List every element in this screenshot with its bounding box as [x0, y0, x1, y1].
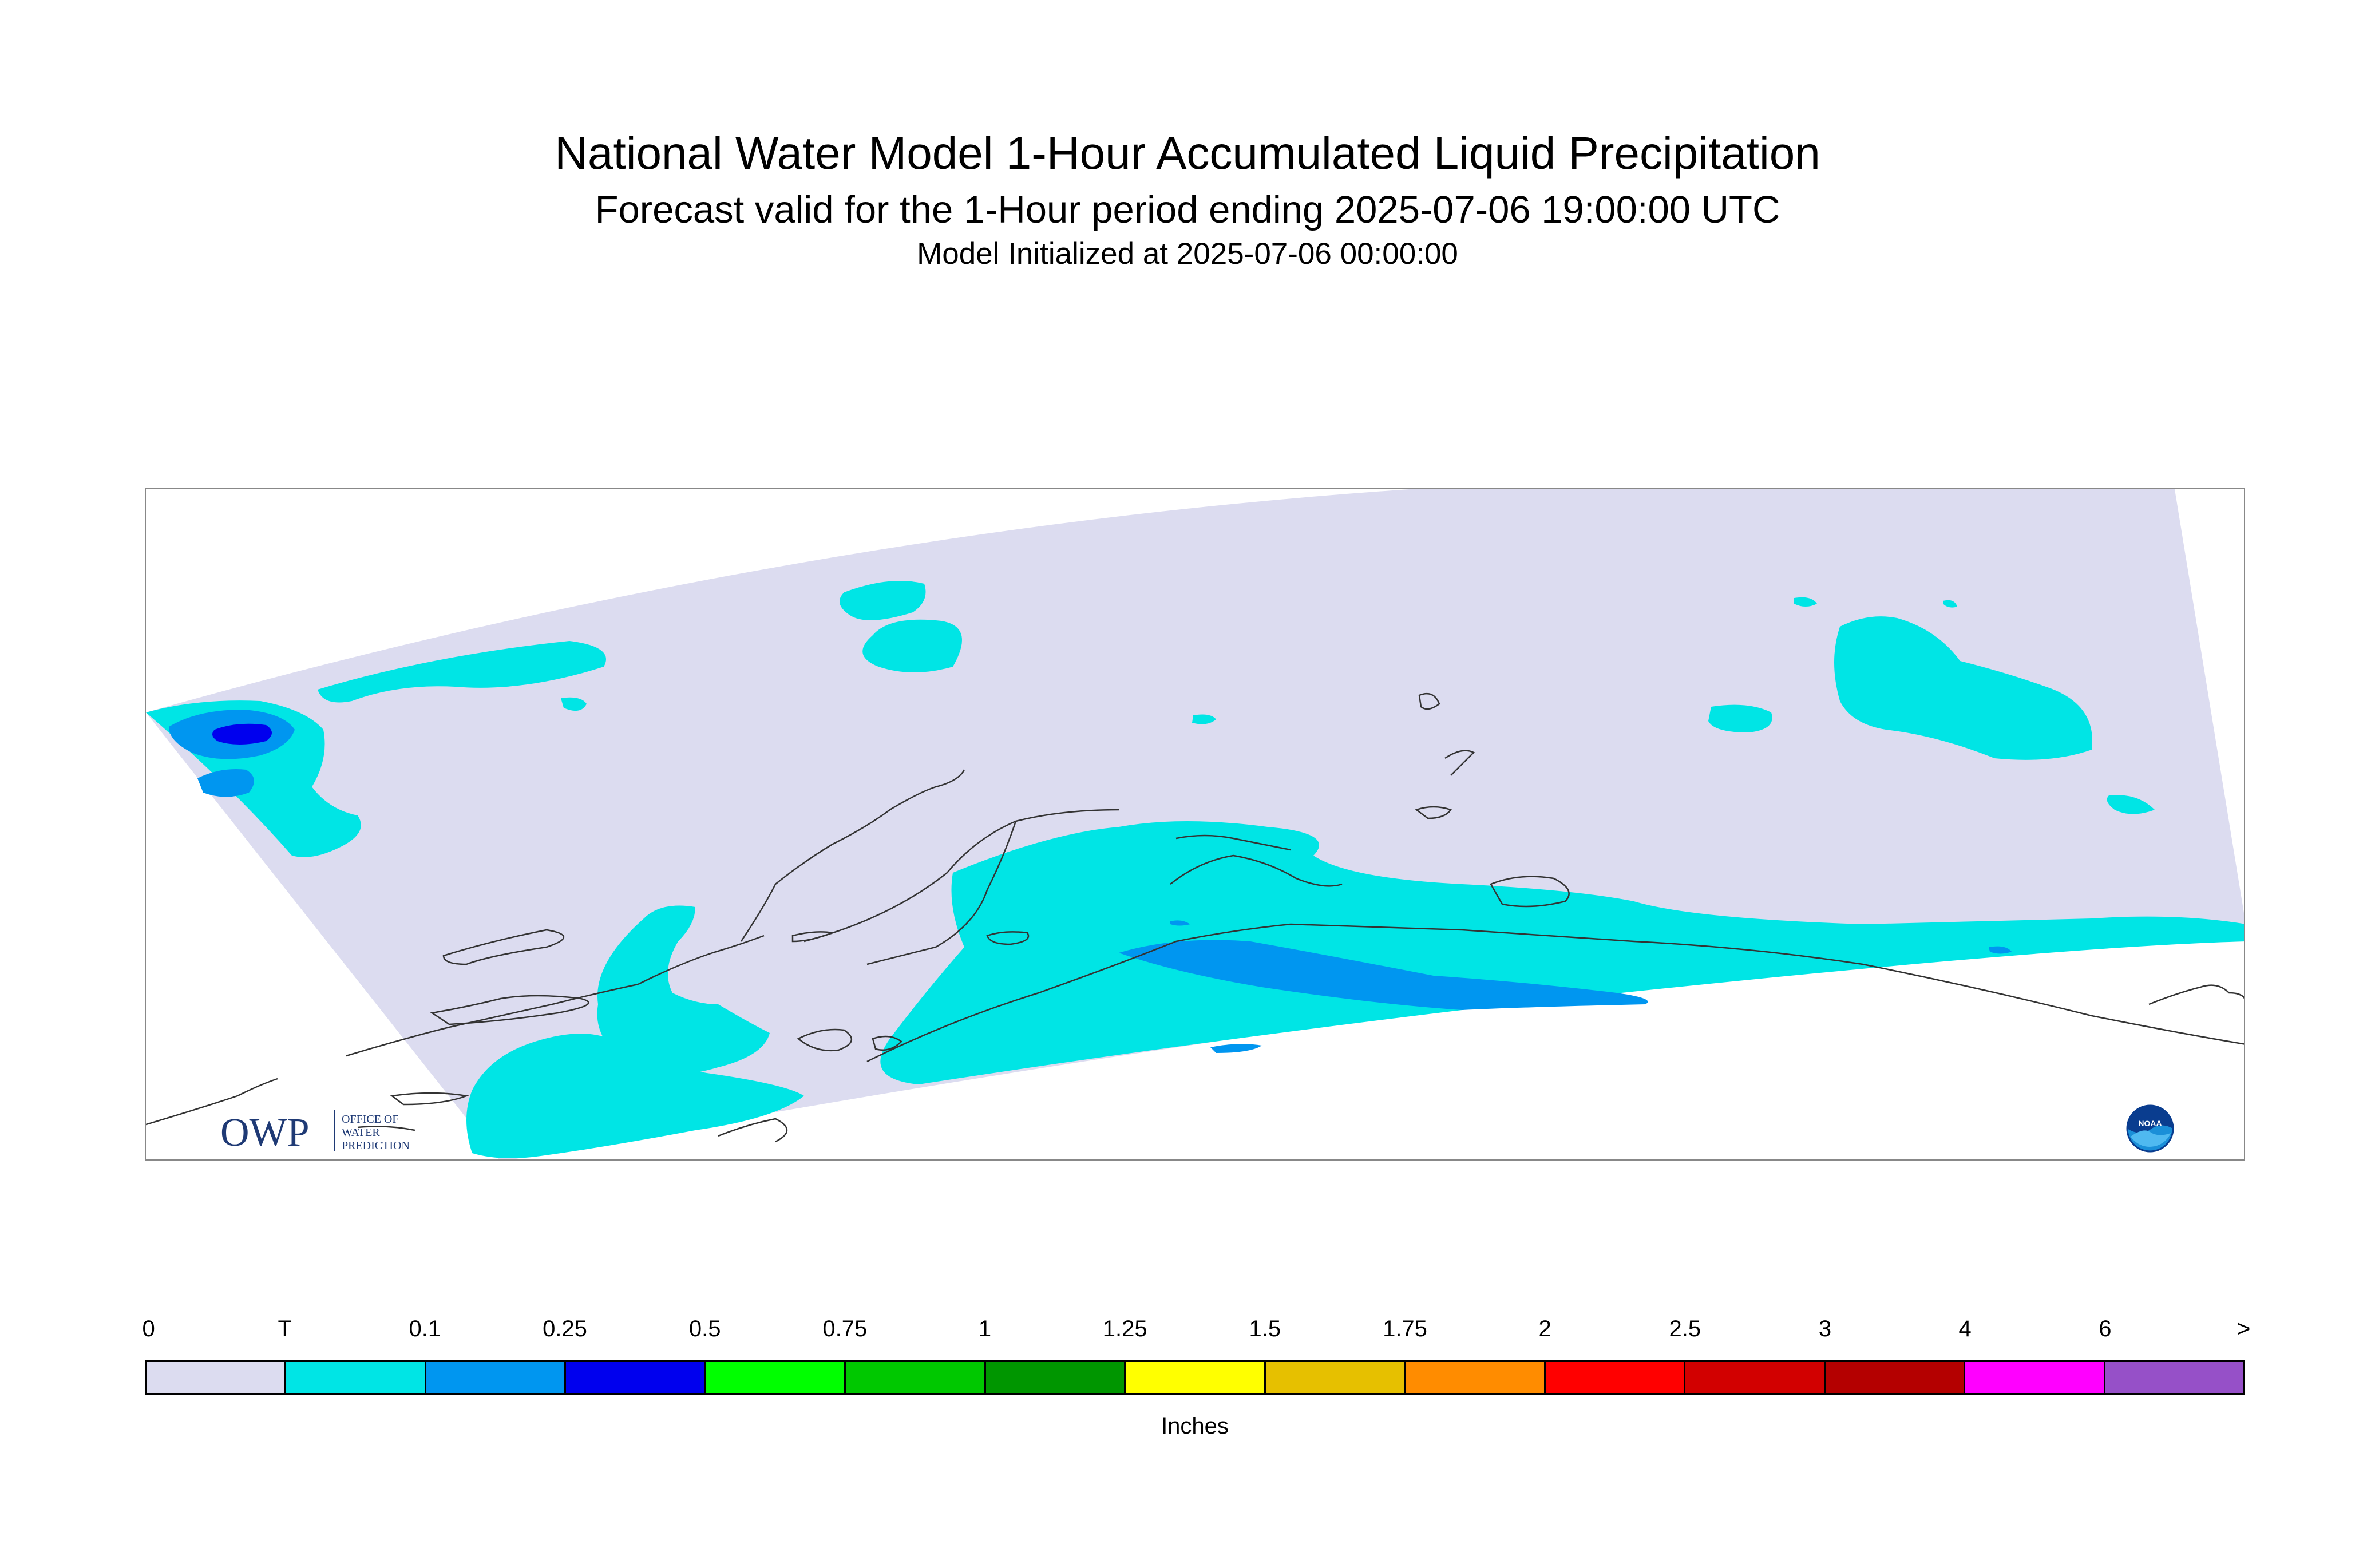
map-subtitle: Forecast valid for the 1-Hour period end…	[595, 188, 1780, 231]
legend-tick-label: 0.25	[543, 1316, 587, 1341]
legend-swatch-1	[286, 1362, 426, 1393]
owp-text-line-3: PREDICTION	[342, 1139, 410, 1152]
legend-swatch-9	[1406, 1362, 1546, 1393]
legend-tick-label: 6	[2099, 1316, 2112, 1341]
legend-swatch-6	[985, 1362, 1126, 1393]
legend-tick-label: 1.5	[1249, 1316, 1281, 1341]
legend-tick-label: 1.75	[1383, 1316, 1427, 1341]
legend-tick-label: 3	[1818, 1316, 1832, 1341]
legend-color-bar	[145, 1360, 2245, 1395]
legend-tick-label: 4	[1958, 1316, 1972, 1341]
legend-tick-label: 0	[142, 1316, 155, 1341]
precip-0p25-areas	[212, 723, 272, 745]
map-title: National Water Model 1-Hour Accumulated …	[555, 128, 1820, 179]
legend-swatch-14	[2105, 1362, 2244, 1393]
legend-tick-label: 0.1	[409, 1316, 441, 1341]
trace-precip-areas	[146, 581, 2244, 1158]
legend-tick-label: 1	[978, 1316, 992, 1341]
model-init-text: Model Initialized at 2025-07-06 00:00:00	[917, 237, 1458, 271]
noaa-logo: NOAA	[2126, 1104, 2174, 1153]
legend-swatch-11	[1685, 1362, 1826, 1393]
legend-swatch-8	[1265, 1362, 1406, 1393]
legend-tick-label: 2.5	[1669, 1316, 1701, 1341]
legend-swatch-5	[846, 1362, 986, 1393]
coastlines	[146, 692, 2244, 1143]
legend-tick-label: 1.25	[1102, 1316, 1147, 1341]
noaa-text: NOAA	[2138, 1119, 2162, 1128]
legend-swatch-0	[147, 1362, 287, 1393]
legend-swatch-13	[1965, 1362, 2105, 1393]
legend-swatch-3	[566, 1362, 706, 1393]
legend-tick-label: 2	[1538, 1316, 1551, 1341]
owp-text-line-2: WATER	[342, 1126, 380, 1139]
precip-map	[146, 489, 2244, 1159]
map-frame: OWP OFFICE OF WATER PREDICTION NOAA	[145, 488, 2245, 1161]
legend-swatch-2	[426, 1362, 567, 1393]
legend-swatch-4	[706, 1362, 846, 1393]
legend-units-label: Inches	[1161, 1413, 1229, 1439]
legend-tick-label: 0.5	[688, 1316, 721, 1341]
owp-text-line-1: OFFICE OF	[342, 1113, 398, 1126]
owp-logo: OWP OFFICE OF WATER PREDICTION	[220, 1110, 410, 1155]
legend-tick-label: T	[278, 1316, 292, 1341]
legend-tick-label: >	[2237, 1316, 2251, 1341]
legend-swatch-12	[1825, 1362, 1966, 1393]
color-legend: 0 T 0.1 0.25 0.5 0.75 1 1.25 1.5 1.75 2 2.5 3 4 6 > Inc…	[142, 1316, 2251, 1454]
legend-tick-label: 0.75	[822, 1316, 868, 1341]
legend-swatch-10	[1545, 1362, 1686, 1393]
legend-swatch-7	[1126, 1362, 1266, 1393]
owp-letters: OWP	[220, 1111, 310, 1155]
